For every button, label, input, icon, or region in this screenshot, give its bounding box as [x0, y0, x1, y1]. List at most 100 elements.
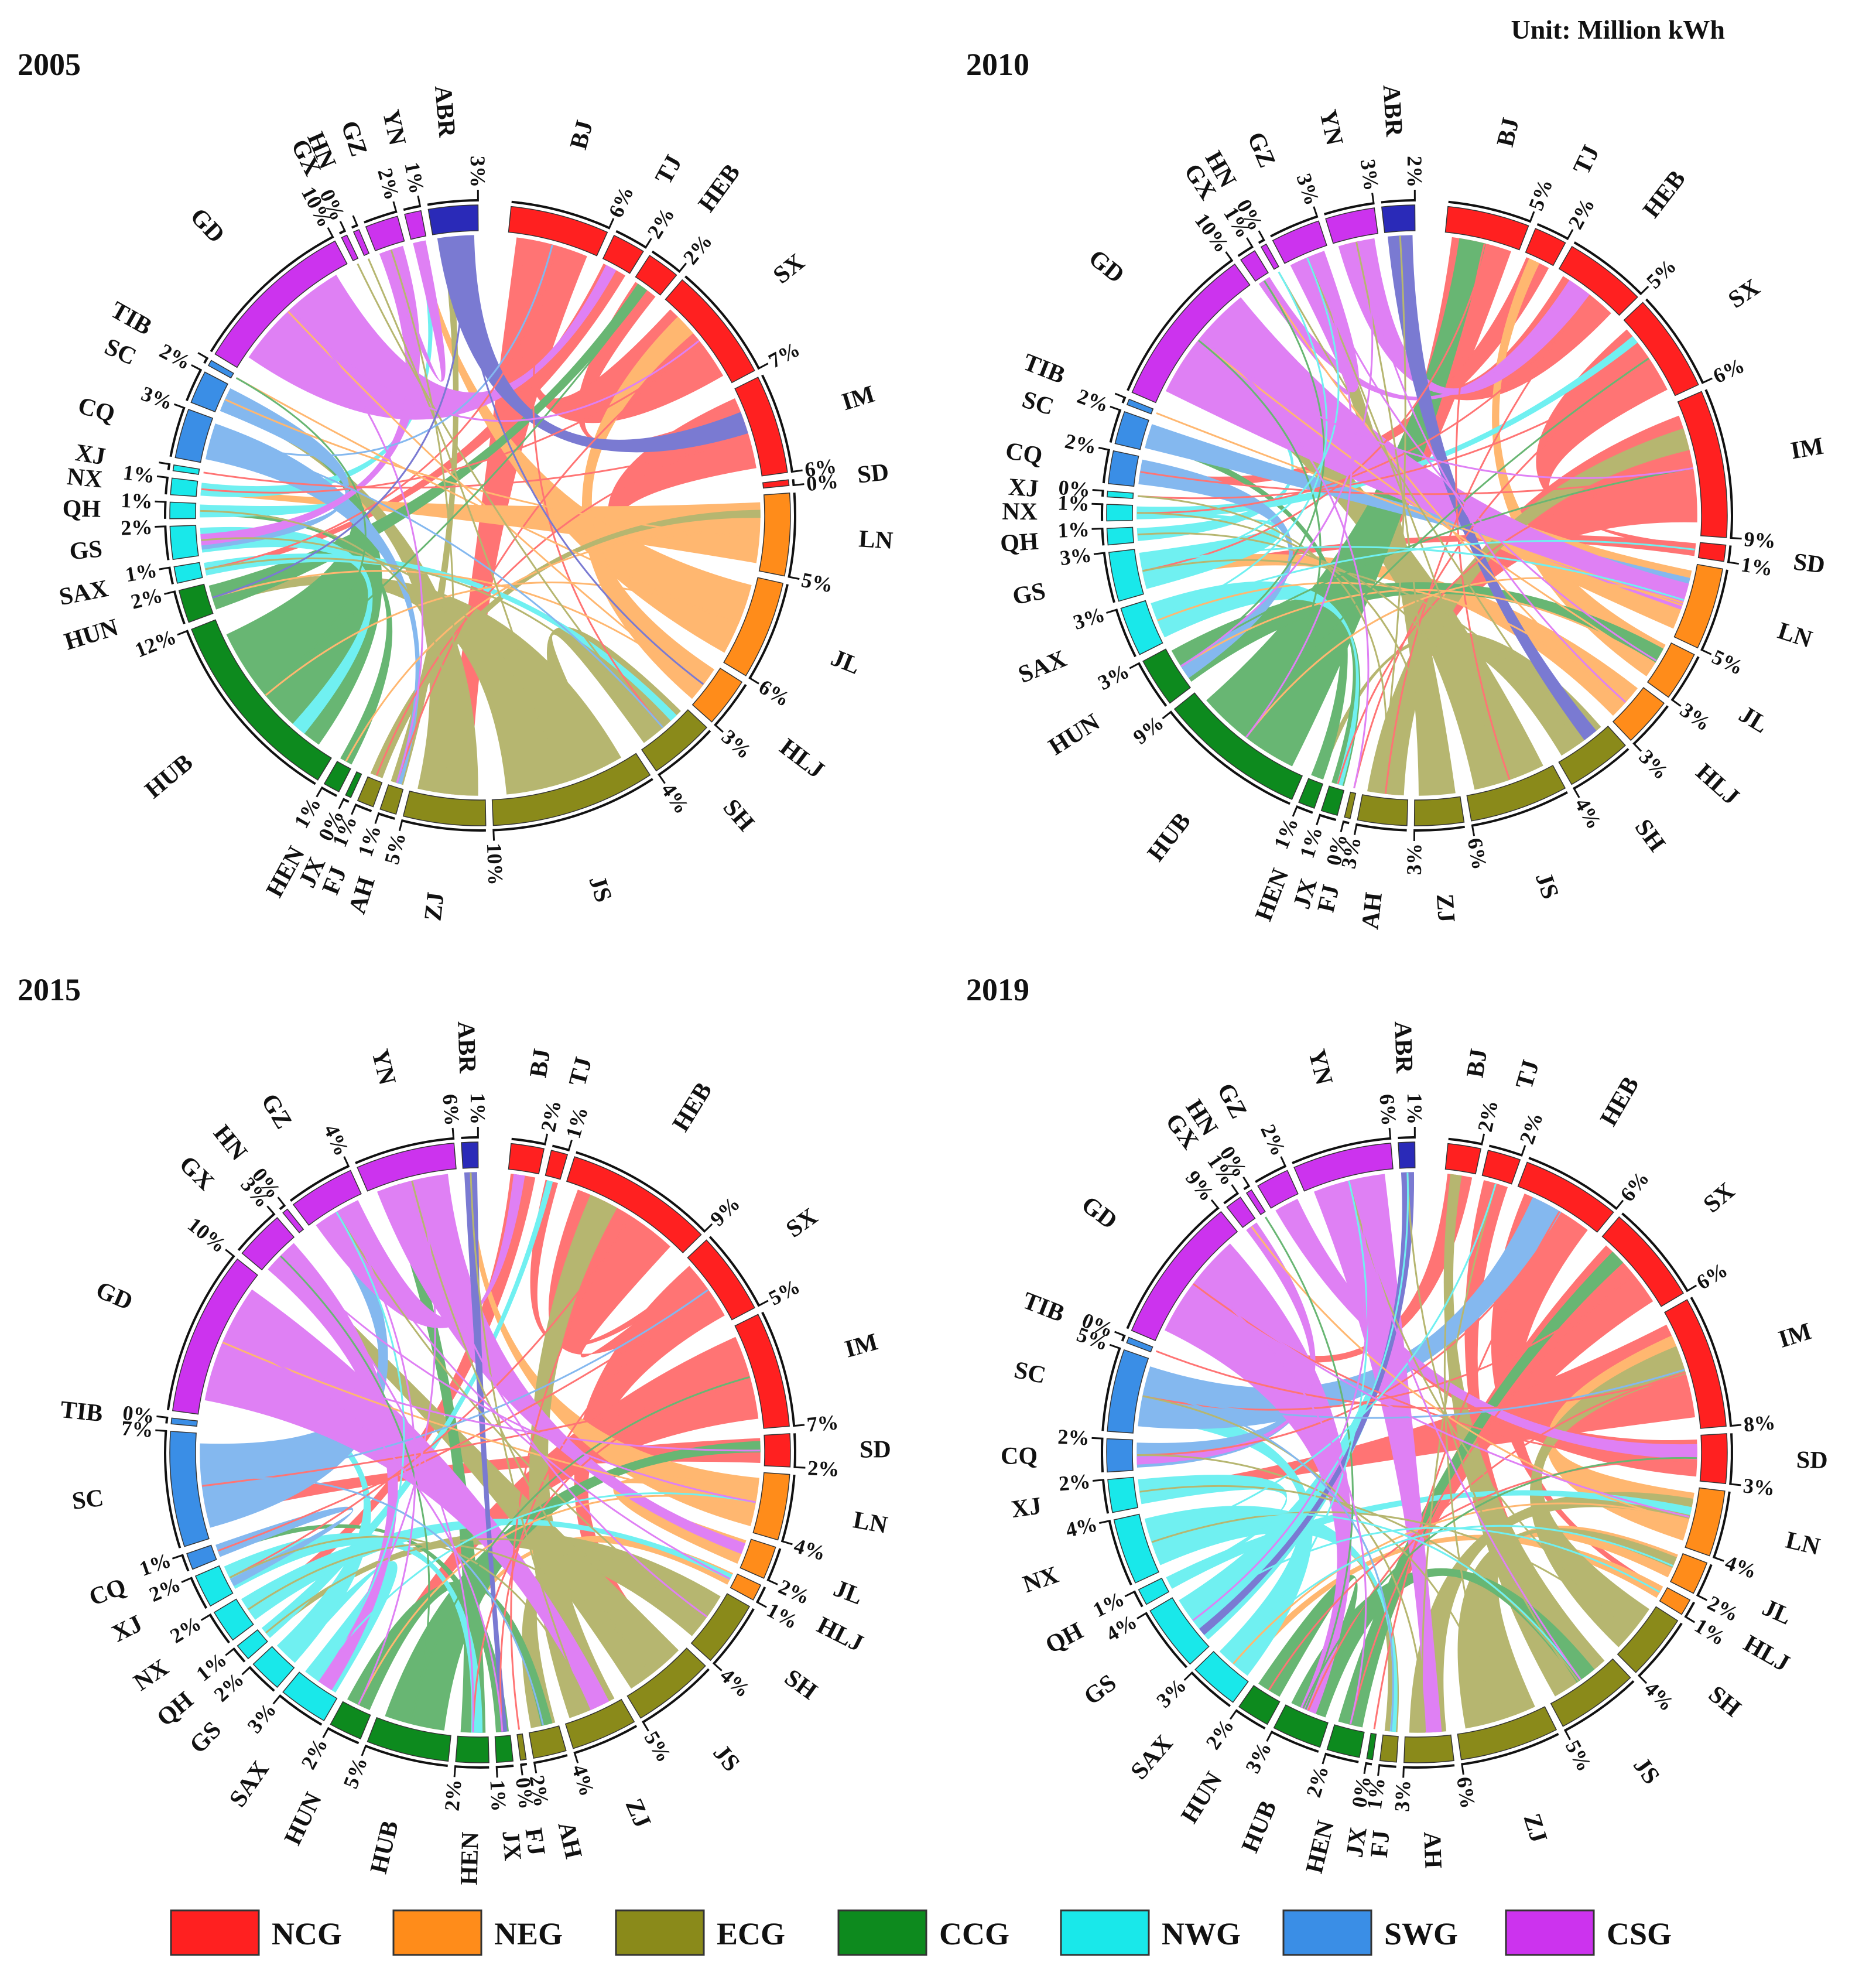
region-label-SC: SC — [1012, 1356, 1048, 1389]
thread-BJ — [1142, 244, 1488, 572]
thread-GD — [223, 1339, 761, 1452]
panel-title: 2019 — [966, 972, 1029, 1007]
thread-LN — [1233, 1502, 1689, 1664]
rim-GS — [1103, 552, 1115, 603]
segment-FJ — [1344, 791, 1357, 819]
region-label-FJ: FJ — [519, 1826, 550, 1857]
share-label-IM: 8% — [1743, 1410, 1776, 1436]
rim-LN — [788, 493, 796, 577]
region-label-SD: SD — [1792, 548, 1826, 579]
rim-JL — [748, 584, 789, 679]
legend-label-CCG: CCG — [939, 1916, 1009, 1951]
share-label-SC: 2% — [1074, 384, 1112, 417]
region-label-ZJ: ZJ — [1431, 893, 1460, 924]
region-label-HUB: HUB — [1237, 1797, 1282, 1857]
thread-YN — [1180, 241, 1374, 667]
share-label-GZ: 3% — [1292, 170, 1324, 208]
segment-YN — [357, 1143, 457, 1192]
thread-JS — [201, 537, 564, 783]
tick-HUB — [1266, 1730, 1274, 1742]
ribbon-ABR — [437, 235, 748, 453]
segment-ABR — [1398, 1141, 1416, 1169]
segment-LN — [758, 492, 791, 577]
tick-GD — [1225, 251, 1234, 262]
region-label-SX: SX — [768, 248, 810, 289]
rim-HN — [1258, 239, 1265, 244]
region-label-AH: AH — [1418, 1831, 1446, 1869]
share-label-HUN: 2% — [296, 1734, 332, 1773]
rim-XJ — [167, 464, 171, 470]
share-label-ABR: 1% — [466, 1093, 489, 1124]
ribbon-SX — [518, 238, 724, 423]
legend-item-SWG: SWG — [1282, 1909, 1458, 1956]
tick-TJ — [1520, 1145, 1526, 1157]
tick-HLJ — [1684, 1615, 1696, 1623]
rim-HUB — [186, 630, 316, 785]
segment-NX — [170, 477, 198, 497]
tick-HLJ — [714, 723, 724, 733]
share-label-SH: 4% — [656, 779, 694, 818]
share-label-TJ: 2% — [1563, 194, 1599, 233]
region-label-HLJ: HLJ — [1690, 758, 1744, 811]
rim-SC — [1101, 1348, 1121, 1431]
share-label-GZ: 2% — [373, 166, 404, 203]
rim-JL — [1671, 656, 1700, 701]
rim-GX — [338, 230, 345, 235]
region-label-IM: IM — [838, 381, 878, 416]
tick-LN — [1712, 1556, 1724, 1562]
thread-GS — [1142, 257, 1340, 569]
tick-BJ — [608, 218, 615, 230]
share-label-TIB: 0% — [122, 1401, 156, 1428]
segment-NX — [1113, 1513, 1159, 1584]
segment-HEB — [1558, 245, 1638, 316]
segment-HUN — [330, 1701, 371, 1739]
tick-ZJ — [573, 1751, 579, 1763]
segment-SD — [764, 1433, 791, 1468]
thread-SC — [1144, 1390, 1394, 1732]
tick-HEB — [1615, 1199, 1624, 1211]
tick-SH — [712, 1662, 723, 1671]
region-label-GS: GS — [1010, 577, 1047, 610]
share-label-HUN: 3% — [1094, 659, 1133, 695]
region-label-NX: NX — [66, 463, 104, 494]
thread-JL — [1180, 589, 1655, 667]
ribbon-GD — [1165, 297, 1689, 610]
region-label-TJ: TJ — [1568, 141, 1605, 179]
segment-JL — [1669, 1553, 1708, 1594]
region-label-NX: NX — [129, 1654, 173, 1696]
segment-HUB — [367, 1717, 451, 1762]
thread-YN — [1358, 241, 1627, 703]
unit-label: Unit: Million kWh — [1511, 15, 1725, 45]
ribbon-HUB — [1206, 238, 1486, 767]
segment-GZ — [292, 1170, 362, 1226]
rim-AH — [378, 812, 395, 820]
share-label-ABR: 3% — [466, 156, 489, 187]
tick-SH — [1572, 787, 1580, 798]
segment-SC — [1114, 411, 1149, 450]
rim-YN — [1324, 202, 1374, 216]
share-label-LN: 5% — [1709, 645, 1747, 679]
region-label-XJ: XJ — [108, 1610, 147, 1647]
segment-SH — [641, 709, 708, 772]
thread-ZJ — [1136, 512, 1436, 795]
tick-JX — [1316, 813, 1322, 826]
rim-IM — [761, 1311, 796, 1426]
region-label-FJ: FJ — [1313, 882, 1345, 915]
tick-GZ — [392, 201, 398, 213]
rim-SH — [713, 1608, 755, 1664]
share-label-BJ: 6% — [604, 183, 638, 221]
thread-JS — [1306, 257, 1505, 782]
thread-SX — [499, 1291, 710, 1732]
rim-NX — [1108, 1520, 1132, 1586]
legend-label-NEG: NEG — [494, 1916, 563, 1951]
rim-TJ — [552, 1144, 569, 1151]
share-label-ABR: 1% — [1403, 1093, 1426, 1124]
region-label-HUN: HUN — [1176, 1768, 1228, 1828]
segment-HEN — [455, 1735, 489, 1763]
ribbons — [1136, 235, 1697, 796]
tick-GX — [1246, 237, 1254, 248]
segment-BJ — [508, 206, 608, 257]
segment-SC — [1107, 1349, 1149, 1434]
thread-AH — [1379, 235, 1406, 793]
